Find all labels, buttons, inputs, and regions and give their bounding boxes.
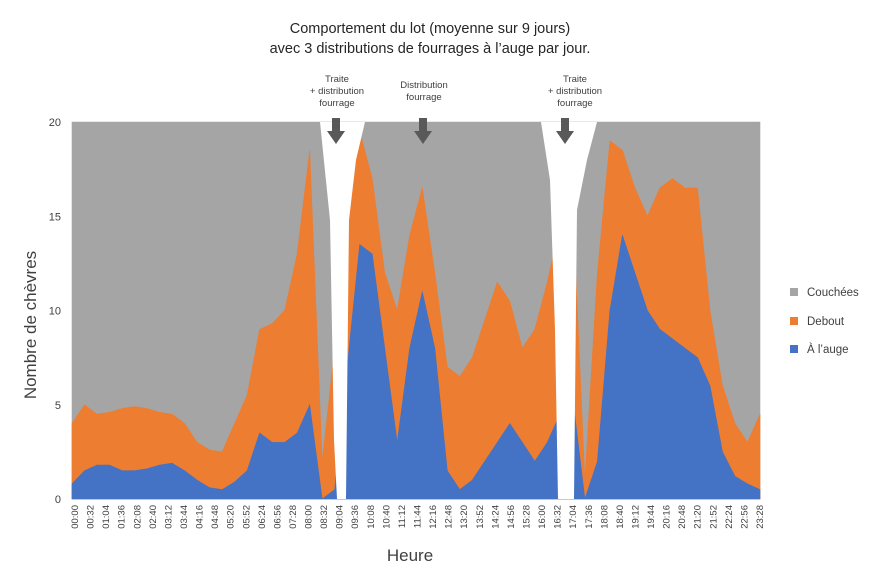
area-series-l-auge bbox=[71, 235, 761, 500]
x-tick-label-37: 19:44 bbox=[646, 505, 657, 529]
legend-item-couchees: Couchées bbox=[790, 287, 859, 299]
x-tick-label-21: 11:12 bbox=[397, 505, 408, 528]
x-tick-label-35: 18:40 bbox=[615, 505, 626, 529]
area-series-debout bbox=[71, 130, 761, 500]
x-tick-label-13: 06:56 bbox=[272, 505, 283, 529]
chart-title-line-1: Comportement du lot (moyenne sur 9 jours… bbox=[289, 21, 571, 37]
legend-label-debout: Debout bbox=[807, 316, 845, 328]
chart-title-line-2: avec 3 distributions de fourrages à l’au… bbox=[269, 41, 591, 57]
annotation-2-line-2: fourrage bbox=[406, 92, 442, 103]
x-tick-label-11: 05:52 bbox=[241, 505, 252, 529]
annotation-1-line-2: + distribution bbox=[309, 86, 365, 97]
x-tick-label-16: 08:32 bbox=[319, 505, 330, 529]
annotation-arrows bbox=[327, 118, 574, 144]
y-axis-label: Nombre de chèvres bbox=[21, 250, 40, 400]
x-tick-label-14: 07:28 bbox=[288, 505, 299, 529]
x-tick-label-30: 16:00 bbox=[537, 505, 548, 529]
annotation-3: Traite + distribution fourrage bbox=[530, 74, 620, 110]
y-tick-label-2: 10 bbox=[49, 306, 61, 318]
annotation-1-line-1: Traite bbox=[325, 74, 349, 85]
x-axis-label: Heure bbox=[386, 546, 434, 565]
annotation-3-line-3: fourrage bbox=[557, 98, 593, 109]
x-tick-label-24: 12:48 bbox=[444, 505, 455, 529]
legend-swatch-debout bbox=[790, 317, 798, 325]
x-tick-label-9: 04:48 bbox=[210, 505, 221, 529]
x-tick-label-32: 17:04 bbox=[568, 505, 579, 529]
x-tick-label-8: 04:16 bbox=[195, 505, 206, 529]
plot-area bbox=[71, 121, 761, 500]
x-tick-label-39: 20:48 bbox=[677, 505, 688, 529]
y-tick-label-1: 5 bbox=[55, 400, 61, 412]
annotation-2-line-1: Distribution bbox=[400, 80, 448, 91]
legend-label-auge: À l’auge bbox=[807, 344, 849, 356]
milking-gaps bbox=[320, 122, 597, 499]
x-tick-label-22: 11:44 bbox=[413, 505, 424, 528]
x-tick-label-41: 21:52 bbox=[708, 505, 719, 529]
x-tick-label-4: 02:08 bbox=[132, 505, 143, 529]
x-tick-label-29: 15:28 bbox=[522, 505, 533, 529]
x-tick-label-15: 08:00 bbox=[304, 505, 315, 529]
annotation-1: Traite + distribution fourrage bbox=[292, 74, 382, 110]
annotation-3-line-2: + distribution bbox=[547, 86, 603, 97]
x-tick-label-19: 10:08 bbox=[366, 505, 377, 529]
x-tick-label-33: 17:36 bbox=[584, 505, 595, 529]
x-tick-label-10: 05:20 bbox=[226, 505, 237, 529]
down-arrow-icon-1 bbox=[327, 118, 345, 144]
down-arrow-icon-2 bbox=[414, 118, 432, 144]
annotation-3-line-1: Traite bbox=[563, 74, 587, 85]
legend-swatch-couchees bbox=[790, 288, 798, 296]
x-tick-label-23: 12:16 bbox=[428, 505, 439, 529]
annotation-1-line-3: fourrage bbox=[319, 98, 355, 109]
x-tick-label-3: 01:36 bbox=[117, 505, 128, 529]
x-tick-label-38: 20:16 bbox=[662, 505, 673, 529]
x-tick-label-42: 22:24 bbox=[724, 505, 735, 529]
x-tick-label-25: 13:20 bbox=[459, 505, 470, 529]
legend-label-couchees: Couchées bbox=[807, 287, 859, 299]
x-tick-label-12: 06:24 bbox=[257, 505, 268, 529]
y-tick-label-0: 0 bbox=[55, 494, 61, 506]
x-tick-label-5: 02:40 bbox=[148, 505, 159, 529]
x-tick-label-43: 22:56 bbox=[739, 505, 750, 529]
milking-gap-1 bbox=[320, 122, 365, 499]
x-axis-ticks: 00:00 00:32 01:04 01:36 02:08 02:40 03:12 03:44… bbox=[70, 505, 766, 529]
x-tick-label-6: 03:12 bbox=[163, 505, 174, 529]
x-tick-label-7: 03:44 bbox=[179, 505, 190, 529]
milking-gap-2 bbox=[541, 122, 597, 499]
x-tick-label-2: 01:04 bbox=[101, 505, 112, 529]
legend-swatch-auge bbox=[790, 345, 798, 353]
x-tick-label-31: 16:32 bbox=[553, 505, 564, 529]
x-tick-label-27: 14:24 bbox=[490, 505, 501, 529]
down-arrow-icon-3 bbox=[556, 118, 574, 144]
x-tick-label-36: 19:12 bbox=[631, 505, 642, 529]
legend-item-auge: À l’auge bbox=[790, 344, 849, 356]
legend-item-debout: Debout bbox=[790, 316, 844, 328]
x-tick-label-28: 14:56 bbox=[506, 505, 517, 529]
x-tick-label-40: 21:20 bbox=[693, 505, 704, 529]
x-tick-label-34: 18:08 bbox=[599, 505, 610, 529]
y-tick-label-3: 15 bbox=[49, 211, 61, 223]
x-tick-label-26: 13:52 bbox=[475, 505, 486, 529]
annotation-2: Distribution fourrage bbox=[379, 80, 469, 104]
x-tick-label-17: 09:04 bbox=[335, 505, 346, 529]
x-tick-label-1: 00:32 bbox=[86, 505, 97, 529]
x-tick-label-20: 10:40 bbox=[381, 505, 392, 529]
x-tick-label-18: 09:36 bbox=[350, 505, 361, 529]
y-axis-ticks: 0 5 10 15 20 bbox=[49, 117, 61, 506]
x-tick-label-0: 00:00 bbox=[70, 505, 81, 529]
y-tick-label-4: 20 bbox=[49, 117, 61, 129]
x-tick-label-44: 23:28 bbox=[755, 505, 766, 529]
